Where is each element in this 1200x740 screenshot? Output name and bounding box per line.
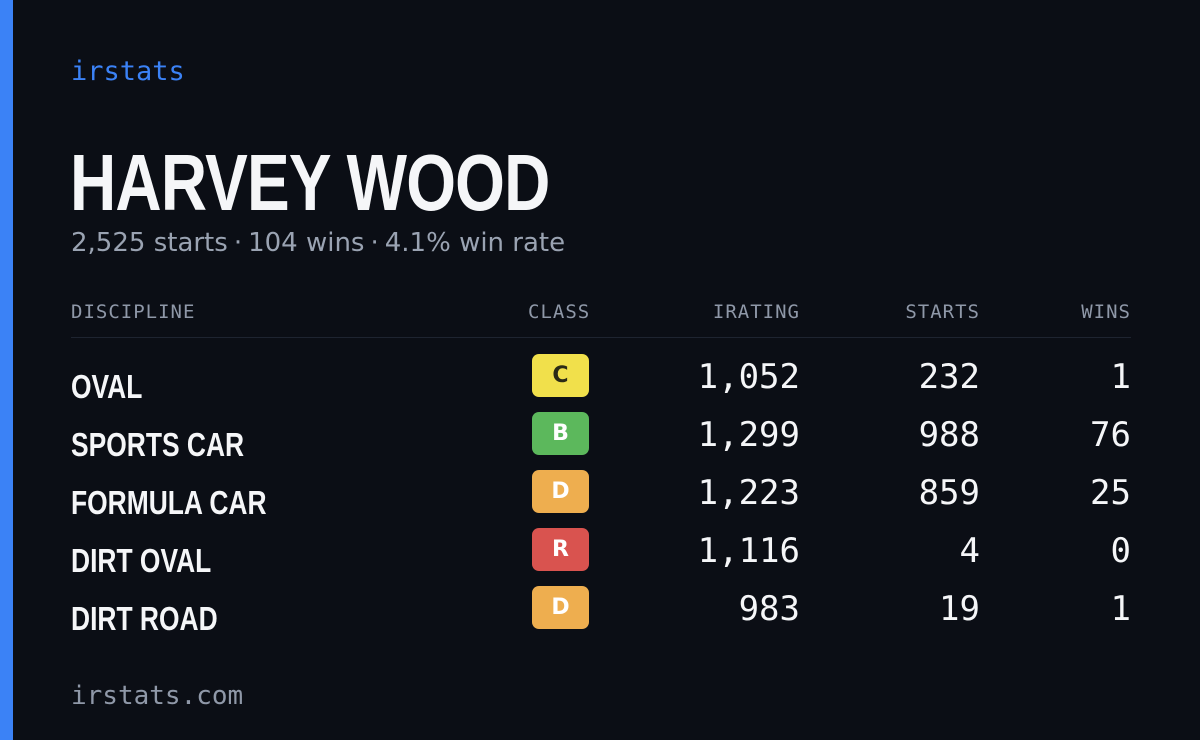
starts-value: 988	[918, 415, 980, 455]
wins-value: 0	[1110, 531, 1131, 571]
header-discipline: DISCIPLINE	[71, 301, 196, 323]
discipline-name: OVAL	[71, 368, 143, 405]
footer-url: irstats.com	[71, 681, 244, 711]
wins-value: 1	[1110, 357, 1131, 397]
summary-separator: ·	[370, 228, 379, 258]
license-class-badge: R	[532, 528, 589, 571]
starts-value: 4	[959, 531, 980, 571]
wins-value: 76	[1090, 415, 1131, 455]
starts-value: 19	[939, 589, 980, 629]
table-row: FORMULA CAR D 1,223 859 25	[71, 470, 1131, 528]
irating-value: 983	[738, 589, 800, 629]
irating-value: 1,299	[697, 415, 800, 455]
header-wins: WINS	[1081, 301, 1131, 323]
header-starts: STARTS	[905, 301, 980, 323]
license-class-badge: D	[532, 586, 589, 629]
wins-value: 25	[1090, 473, 1131, 513]
irating-value: 1,052	[697, 357, 800, 397]
table-row: SPORTS CAR B 1,299 988 76	[71, 412, 1131, 470]
wins-value: 1	[1110, 589, 1131, 629]
irating-value: 1,223	[697, 473, 800, 513]
license-class-badge: C	[532, 354, 589, 397]
header-irating: IRATING	[712, 301, 800, 323]
header-class: CLASS	[528, 301, 591, 323]
license-class-badge: D	[532, 470, 589, 513]
summary-wins: 104 wins	[248, 228, 365, 258]
table-row: OVAL C 1,052 232 1	[71, 354, 1131, 412]
discipline-name: DIRT ROAD	[71, 600, 218, 637]
accent-bar	[0, 0, 13, 740]
player-name: HARVEY WOOD	[70, 138, 550, 227]
brand-logo: irstats	[71, 56, 185, 87]
starts-value: 232	[918, 357, 980, 397]
discipline-stats-table: DISCIPLINE CLASS IRATING STARTS WINS OVA…	[71, 295, 1131, 644]
table-row: DIRT OVAL R 1,116 4 0	[71, 528, 1131, 586]
table-header: DISCIPLINE CLASS IRATING STARTS WINS	[71, 295, 1131, 338]
table-row: DIRT ROAD D 983 19 1	[71, 586, 1131, 644]
discipline-name: FORMULA CAR	[71, 484, 267, 521]
discipline-name: SPORTS CAR	[71, 426, 245, 463]
irating-value: 1,116	[697, 531, 800, 571]
discipline-name: DIRT OVAL	[71, 542, 212, 579]
table-body: OVAL C 1,052 232 1 SPORTS CAR B 1,299 98…	[71, 354, 1131, 644]
summary-separator: ·	[233, 228, 243, 258]
summary-starts: 2,525 starts	[71, 228, 228, 258]
starts-value: 859	[918, 473, 980, 513]
summary-win-rate: 4.1% win rate	[384, 228, 566, 258]
career-summary: 2,525 starts · 104 wins · 4.1% win rate	[71, 228, 565, 258]
license-class-badge: B	[532, 412, 589, 455]
